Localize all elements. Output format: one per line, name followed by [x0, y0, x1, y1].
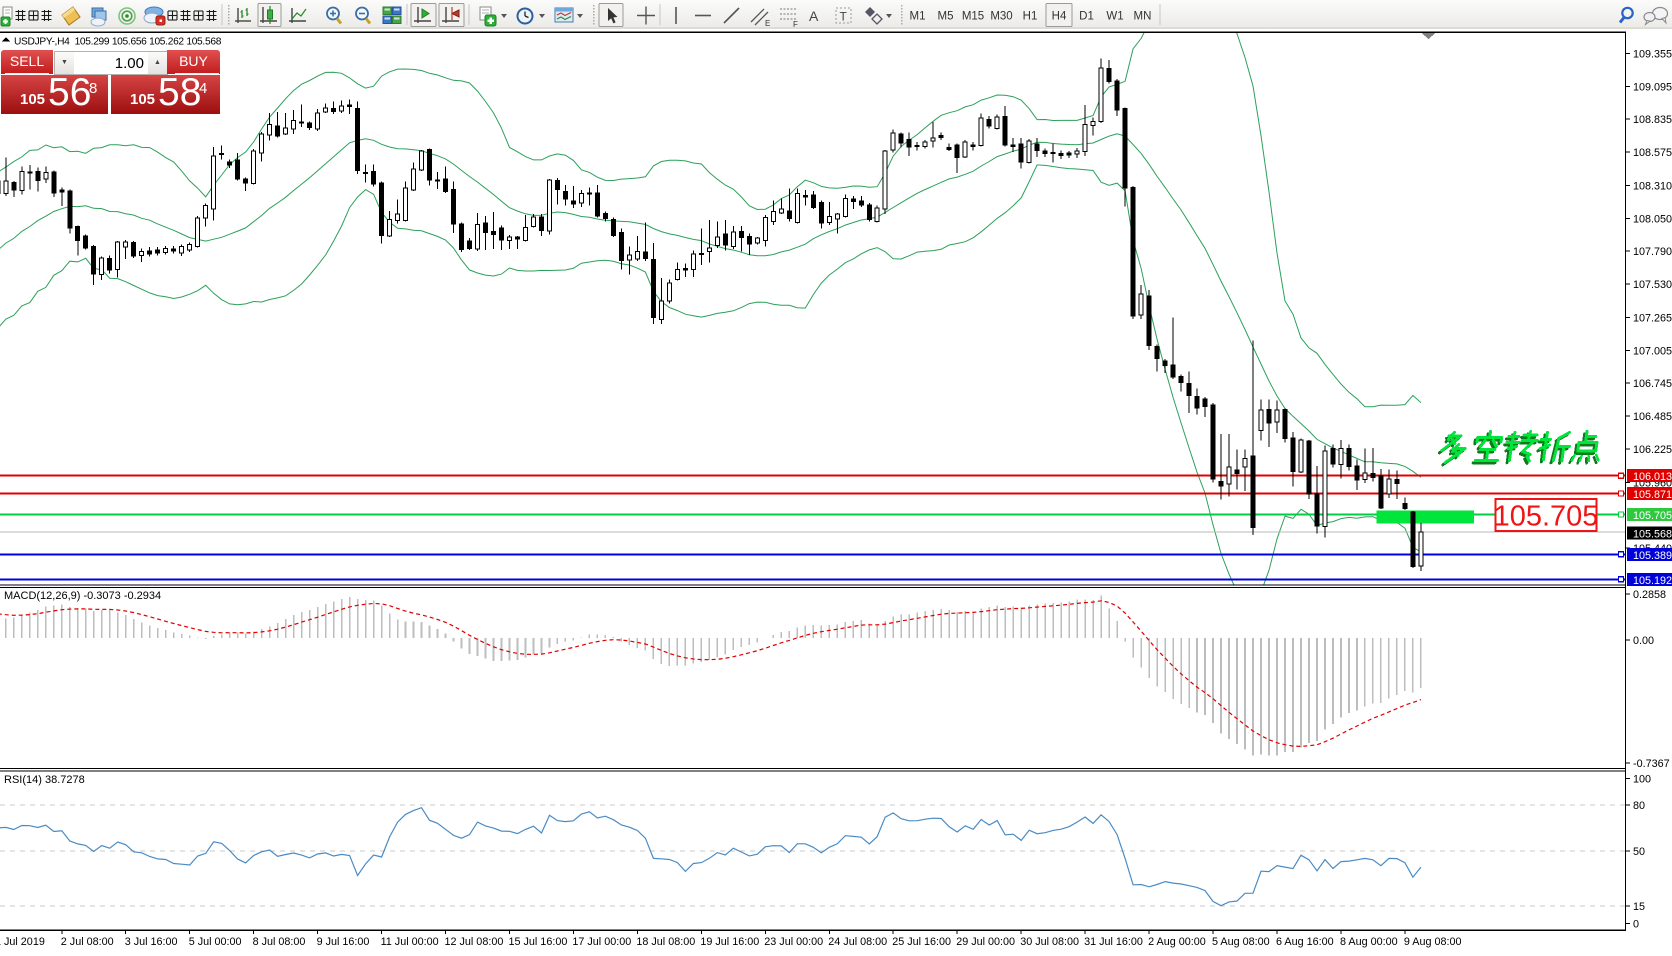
svg-text:105.871: 105.871	[1633, 489, 1672, 501]
svg-text:2 Jul 08:00: 2 Jul 08:00	[61, 936, 114, 948]
svg-text:25 Jul 16:00: 25 Jul 16:00	[892, 936, 951, 948]
svg-text:109.095: 109.095	[1633, 81, 1672, 93]
svg-text:6 Aug 16:00: 6 Aug 16:00	[1276, 936, 1334, 948]
svg-text:29 Jul 00:00: 29 Jul 00:00	[956, 936, 1015, 948]
svg-text:108.050: 108.050	[1633, 213, 1672, 225]
svg-text:8 Aug 00:00: 8 Aug 00:00	[1340, 936, 1398, 948]
svg-text:106.485: 106.485	[1633, 411, 1672, 423]
svg-text:0.00: 0.00	[1633, 635, 1654, 647]
svg-text:MN: MN	[1134, 11, 1152, 23]
svg-text:H1: H1	[1023, 11, 1038, 23]
svg-text:D1: D1	[1079, 11, 1094, 23]
svg-text:105.705: 105.705	[1494, 501, 1599, 533]
svg-text:19 Jul 16:00: 19 Jul 16:00	[700, 936, 759, 948]
svg-text:80: 80	[1633, 800, 1645, 812]
svg-text:15 Jul 16:00: 15 Jul 16:00	[509, 936, 568, 948]
svg-text:106.225: 106.225	[1633, 444, 1672, 456]
svg-text:108.575: 108.575	[1633, 147, 1672, 159]
svg-text:M15: M15	[962, 11, 984, 23]
svg-text:109.355: 109.355	[1633, 48, 1672, 60]
svg-text:31 Jul 16:00: 31 Jul 16:00	[1084, 936, 1143, 948]
svg-text:106.013: 106.013	[1633, 471, 1672, 483]
svg-text:50: 50	[1633, 846, 1645, 858]
svg-text:108.835: 108.835	[1633, 114, 1672, 126]
svg-text:107.005: 107.005	[1633, 345, 1672, 357]
svg-text:15: 15	[1633, 901, 1645, 913]
svg-text:RSI(14) 38.7278: RSI(14) 38.7278	[4, 774, 85, 786]
svg-text:M5: M5	[938, 11, 954, 23]
svg-text:105.705: 105.705	[1633, 510, 1672, 522]
svg-text:M1: M1	[910, 11, 926, 23]
svg-text:100: 100	[1633, 774, 1651, 786]
svg-text:H4: H4	[1052, 11, 1067, 23]
svg-text:0: 0	[1633, 919, 1639, 931]
svg-text:107.790: 107.790	[1633, 246, 1672, 258]
svg-text:9 Aug 08:00: 9 Aug 08:00	[1404, 936, 1462, 948]
svg-text:9 Jul 16:00: 9 Jul 16:00	[317, 936, 370, 948]
svg-text:106.745: 106.745	[1633, 378, 1672, 390]
svg-text:W1: W1	[1106, 11, 1123, 23]
svg-text:24 Jul 08:00: 24 Jul 08:00	[828, 936, 887, 948]
svg-text:0.2858: 0.2858	[1633, 589, 1666, 601]
svg-text:2 Aug 00:00: 2 Aug 00:00	[1148, 936, 1206, 948]
svg-text:T: T	[840, 10, 848, 24]
svg-text:3 Jul 16:00: 3 Jul 16:00	[125, 936, 178, 948]
svg-text:105.192: 105.192	[1633, 575, 1672, 587]
svg-text:5 Aug 08:00: 5 Aug 08:00	[1212, 936, 1270, 948]
svg-text:8 Jul 08:00: 8 Jul 08:00	[253, 936, 306, 948]
svg-text:23 Jul 00:00: 23 Jul 00:00	[764, 936, 823, 948]
svg-text:USDJPY-,H4 105.299 105.656 10: USDJPY-,H4 105.299 105.656 105.262 105.5…	[14, 37, 222, 48]
svg-text:M30: M30	[990, 11, 1012, 23]
svg-text:E: E	[765, 19, 770, 28]
svg-text:108.310: 108.310	[1633, 180, 1672, 192]
svg-text:1 Jul 2019: 1 Jul 2019	[0, 936, 45, 948]
svg-text:A: A	[809, 8, 819, 24]
svg-text:17 Jul 00:00: 17 Jul 00:00	[572, 936, 631, 948]
svg-text:-0.7367: -0.7367	[1633, 758, 1670, 770]
svg-text:105.389: 105.389	[1633, 550, 1672, 562]
svg-text:12 Jul 08:00: 12 Jul 08:00	[445, 936, 504, 948]
svg-text:18 Jul 08:00: 18 Jul 08:00	[636, 936, 695, 948]
svg-text:105.568: 105.568	[1633, 528, 1672, 540]
svg-text:107.530: 107.530	[1633, 279, 1672, 291]
svg-text:30 Jul 08:00: 30 Jul 08:00	[1020, 936, 1079, 948]
svg-text:5 Jul 00:00: 5 Jul 00:00	[189, 936, 242, 948]
svg-text:107.265: 107.265	[1633, 312, 1672, 324]
svg-text:11 Jul 00:00: 11 Jul 00:00	[381, 936, 439, 948]
svg-text:MACD(12,26,9) -0.3073 -0.2934: MACD(12,26,9) -0.3073 -0.2934	[4, 590, 161, 602]
svg-text:F: F	[793, 20, 798, 29]
